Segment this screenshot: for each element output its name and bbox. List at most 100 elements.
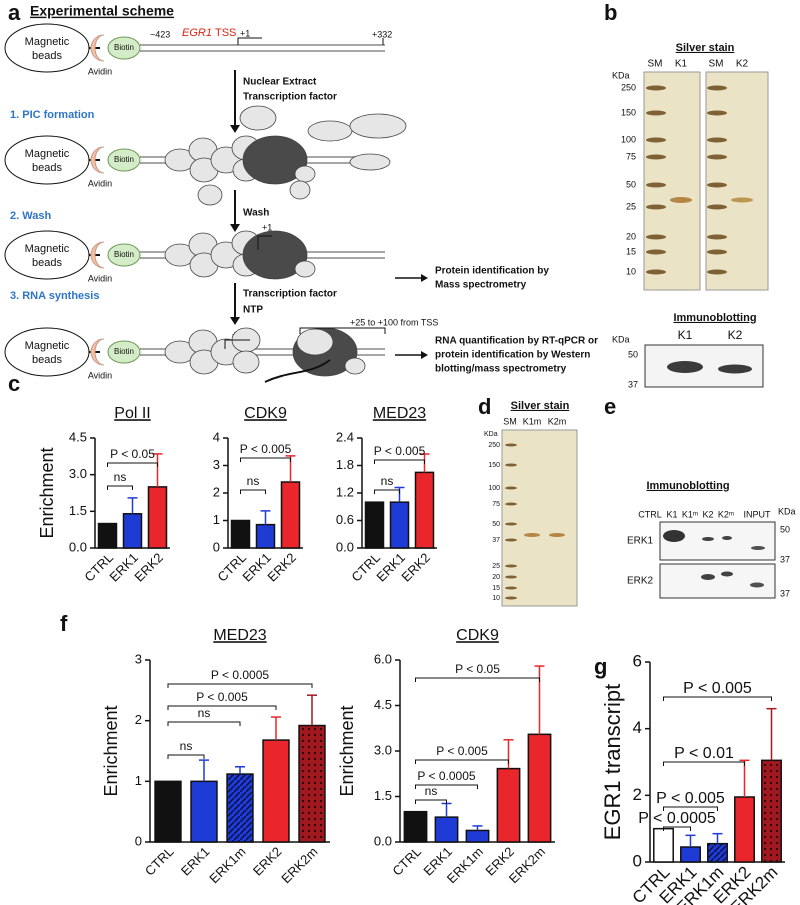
x-tick-label: ERK2 — [264, 550, 299, 585]
bar — [364, 501, 385, 549]
significance-label: P < 0.005 — [436, 744, 488, 758]
y-axis-label: EGR1 transcript — [600, 684, 625, 841]
protein — [349, 153, 391, 171]
y-tick-label: 0.0 — [374, 833, 392, 848]
band — [505, 486, 517, 490]
band — [750, 582, 764, 588]
lane-label: SM — [503, 416, 517, 426]
lane-label: K2 — [728, 328, 743, 342]
band — [646, 249, 666, 255]
step-label: 3. RNA synthesis — [10, 290, 99, 302]
band — [663, 530, 685, 542]
output-label: Protein identification by — [435, 266, 549, 277]
lane-label: K1 — [675, 59, 688, 70]
arrow-head — [421, 274, 428, 282]
unit-label: KDa — [484, 431, 498, 438]
bar — [414, 471, 435, 549]
band — [646, 137, 666, 143]
bar — [707, 842, 728, 863]
biotin — [107, 243, 141, 267]
input-label: Nuclear Extract — [243, 77, 317, 88]
gene-label: EGR1 — [182, 27, 212, 39]
input-label: Wash — [243, 208, 269, 219]
band — [646, 204, 666, 210]
band — [646, 269, 666, 275]
y-tick-label: 0 — [633, 851, 642, 870]
avidin-label: Avidin — [88, 66, 112, 76]
avidin — [90, 34, 105, 62]
tss-arrow — [224, 339, 250, 349]
band — [718, 364, 752, 374]
y-axis-label: Enrichment — [101, 705, 121, 796]
tss-label: +1 — [240, 28, 250, 38]
gene-label: TSS — [215, 27, 236, 39]
significance-bracket — [374, 459, 425, 464]
tss-arrow — [237, 37, 262, 45]
protein — [232, 350, 260, 374]
bead-label: Magnetic — [25, 148, 70, 160]
lane-label: INPUT — [744, 509, 772, 519]
bead — [4, 23, 90, 73]
biotin-label: Biotin — [114, 347, 134, 356]
blot-title: Immunoblotting — [673, 312, 756, 324]
chart-title: MED23 — [213, 627, 266, 644]
marker-label: 20 — [492, 574, 500, 581]
bar — [190, 780, 218, 843]
marker-label: 15 — [626, 246, 636, 256]
significance-label: P < 0.05 — [455, 662, 500, 676]
marker-label: 37 — [628, 379, 638, 389]
significance-label: ns — [180, 739, 193, 753]
marker-label: 150 — [488, 462, 500, 469]
band — [707, 110, 727, 116]
chart-title: MED23 — [373, 405, 426, 422]
y-tick-label: 0 — [135, 833, 142, 848]
bead-label: Magnetic — [25, 36, 70, 48]
band — [707, 234, 727, 240]
significance-bracket — [240, 489, 266, 494]
gel — [501, 429, 578, 607]
y-axis-label: Enrichment — [37, 447, 57, 538]
marker-label: 50 — [492, 521, 500, 528]
marker-label: 250 — [621, 82, 636, 92]
band — [505, 575, 517, 579]
y-tick-label: 2 — [135, 712, 142, 727]
error-bar — [712, 832, 723, 844]
band — [707, 182, 727, 188]
lane-label: K1ᵐ — [682, 509, 698, 519]
y-tick-label: 1 — [213, 512, 220, 527]
y-tick-label: 1.5 — [374, 788, 392, 803]
marker-label: 20 — [626, 231, 636, 241]
bar — [403, 810, 428, 843]
bead-label: Magnetic — [25, 340, 70, 352]
marker-label: 100 — [488, 485, 500, 492]
bar — [680, 846, 701, 863]
lane-label: SM — [709, 59, 724, 70]
marker-label: 15 — [492, 585, 500, 592]
y-tick-label: 6 — [633, 651, 642, 670]
avidin-label: Avidin — [88, 273, 112, 283]
y-tick-label: 1.2 — [336, 484, 354, 499]
significance-label: P < 0.0005 — [638, 810, 716, 827]
band — [707, 85, 727, 91]
protein — [197, 184, 223, 206]
band — [646, 182, 666, 188]
y-tick-label: 1.5 — [69, 503, 87, 518]
marker-label: 10 — [626, 266, 636, 276]
band — [751, 546, 765, 550]
y-tick-label: 1 — [135, 773, 142, 788]
marker-label: 50 — [626, 179, 636, 189]
bead-label: beads — [32, 257, 62, 269]
avidin-label: Avidin — [88, 370, 112, 380]
marker-label: 250 — [488, 442, 500, 449]
marker-label: 25 — [626, 201, 636, 211]
input-label: NTP — [243, 305, 263, 316]
bead-label: Magnetic — [25, 243, 70, 255]
y-tick-label: 4 — [633, 718, 642, 737]
error-bar — [685, 834, 696, 847]
bar — [147, 486, 168, 549]
significance-label: ns — [198, 706, 211, 720]
avidin — [90, 241, 105, 269]
chart-title: CDK9 — [244, 405, 287, 422]
panel-label: b — [604, 0, 617, 25]
band — [505, 596, 517, 600]
